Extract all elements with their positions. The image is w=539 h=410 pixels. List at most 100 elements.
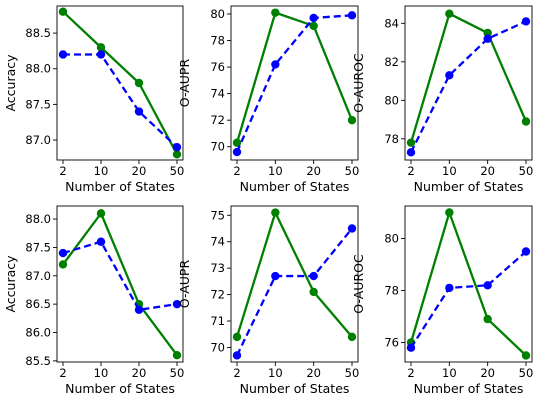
y-tick-label: 87.5: [25, 97, 51, 111]
data-point: [232, 332, 242, 342]
x-tick-label: 20: [306, 366, 321, 380]
x-tick-label: 10: [94, 164, 109, 178]
y-axis-label: Accuracy: [3, 54, 18, 112]
x-axis-label: Number of States: [414, 381, 524, 396]
data-point: [309, 13, 318, 23]
data-point: [58, 7, 68, 16]
y-tick-label: 75: [210, 208, 225, 222]
data-point: [483, 281, 492, 290]
x-axis-label: Number of States: [65, 179, 175, 194]
x-tick-label: 50: [345, 366, 360, 380]
data-point: [309, 287, 318, 297]
x-tick-label: 20: [306, 164, 321, 178]
x-tick-label: 20: [132, 366, 147, 380]
x-tick-label: 20: [132, 164, 147, 178]
data-point: [271, 271, 280, 281]
data-point: [347, 11, 357, 20]
data-point: [445, 283, 454, 293]
x-tick-label: 2: [407, 366, 414, 380]
axes-frame: [56, 205, 184, 363]
x-axis-label: Number of States: [240, 381, 350, 396]
data-point: [271, 60, 280, 69]
y-tick-label: 88.0: [25, 212, 51, 226]
data-point: [58, 260, 68, 269]
data-point: [483, 28, 492, 38]
data-point: [521, 247, 531, 256]
series-line-1: [235, 11, 354, 144]
y-tick-label: 74: [210, 87, 225, 101]
x-axis-label: Number of States: [240, 179, 350, 194]
series-line-2: [63, 53, 178, 149]
data-point: [96, 50, 106, 59]
series-line-2: [410, 250, 527, 349]
series-line-2: [235, 14, 353, 153]
y-axis-label: Accuracy: [3, 255, 18, 313]
x-tick-label: 50: [170, 164, 185, 178]
y-tick-label: 74: [210, 235, 225, 249]
data-point: [172, 299, 182, 309]
series-line-2: [62, 240, 178, 311]
axes-frame: [230, 5, 359, 161]
data-point: [134, 305, 144, 315]
data-point: [406, 343, 416, 352]
x-tick-label: 50: [519, 164, 534, 178]
y-tick-label: 80: [210, 7, 225, 21]
data-point: [445, 208, 454, 217]
y-tick-label: 87.0: [25, 269, 51, 283]
y-tick-label: 88.5: [25, 26, 51, 40]
x-tick-label: 2: [59, 164, 66, 178]
x-tick-label: 10: [94, 366, 109, 380]
x-tick-label: 10: [268, 366, 283, 380]
subplot-4: 2 10 20 50 85.5 86.0 86.5 87.0 87.5 88.0 Number of…: [3, 205, 184, 396]
data-point: [521, 117, 531, 126]
axes-frame: [56, 5, 184, 161]
y-tick-label: 82: [384, 55, 399, 69]
data-point: [271, 208, 280, 217]
y-tick-label: 78: [384, 284, 399, 298]
data-point: [483, 314, 492, 324]
data-point: [271, 8, 280, 17]
y-axis-label: O-AUROC: [351, 254, 366, 314]
subplot-5: 2 10 20 50 70 71 72 73 74 75 Number of States O-AUP…: [177, 205, 360, 396]
y-tick-label: 71: [210, 314, 225, 328]
x-tick-label: 50: [519, 366, 534, 380]
y-tick-label: 87.5: [25, 240, 51, 254]
data-point: [96, 209, 106, 218]
y-axis-label: O-AUROC: [351, 53, 366, 113]
data-point: [96, 43, 106, 52]
x-axis-label: Number of States: [414, 179, 524, 194]
data-point: [347, 332, 357, 342]
x-tick-label: 50: [345, 164, 360, 178]
data-point: [521, 17, 531, 26]
y-tick-label: 72: [210, 288, 225, 302]
data-point: [232, 138, 242, 147]
series-line-1: [235, 211, 353, 338]
y-tick-label: 78: [210, 34, 225, 48]
series-line-2: [235, 227, 353, 356]
x-tick-label: 20: [480, 366, 495, 380]
x-axis-label: Number of States: [65, 381, 175, 396]
axes-frame: [404, 5, 533, 161]
x-tick-label: 2: [233, 164, 240, 178]
data-point: [134, 78, 144, 88]
x-tick-label: 20: [480, 164, 495, 178]
x-tick-label: 10: [442, 366, 457, 380]
series-line-1: [62, 10, 179, 155]
y-tick-label: 76: [384, 336, 399, 350]
y-tick-label: 84: [384, 16, 399, 30]
y-tick-label: 72: [210, 113, 225, 127]
data-point: [445, 9, 454, 18]
data-point: [172, 142, 182, 152]
y-tick-label: 78: [384, 132, 399, 146]
y-tick-label: 86.0: [25, 326, 51, 340]
subplot-6: 2 10 20 50 76 78 80 Number of States O-AUROC: [351, 205, 534, 396]
x-tick-label: 10: [442, 164, 457, 178]
y-tick-label: 80: [384, 232, 399, 246]
data-point: [309, 271, 318, 281]
y-axis-label: O-AUPR: [177, 260, 192, 309]
x-tick-label: 2: [407, 164, 414, 178]
data-point: [172, 350, 182, 360]
data-point: [58, 50, 68, 59]
